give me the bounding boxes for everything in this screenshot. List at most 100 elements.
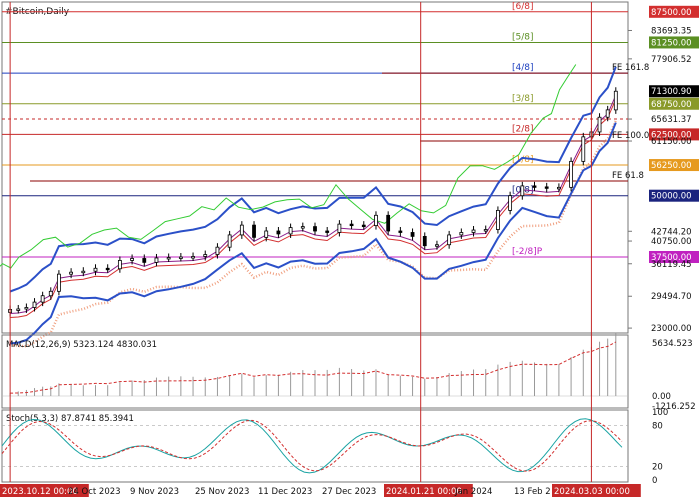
candle-body xyxy=(57,273,61,292)
y-tick-label: 29494.70 xyxy=(651,292,692,302)
y-tick-label: 40750.00 xyxy=(651,237,692,247)
macd-y-tick-label: -1216.252 xyxy=(652,402,696,412)
y-tick-label: 36119.45 xyxy=(651,260,692,270)
main-pane-frame xyxy=(1,1,629,334)
candle-body xyxy=(325,230,330,233)
y-tick-label: 87500.00 xyxy=(651,8,692,18)
candle-body xyxy=(483,229,488,232)
candle-body xyxy=(532,185,537,188)
candle-body xyxy=(40,295,45,303)
x-tick-label: 24 Oct 2023 xyxy=(68,487,121,497)
candle-body xyxy=(239,224,244,236)
candle-body xyxy=(191,256,195,259)
candle-body xyxy=(130,258,134,261)
x-tick-label: 13 Feb 2 xyxy=(514,487,551,497)
macd-y-tick-label: 5634.523 xyxy=(652,339,693,349)
fibo-level-label: FE 161.8 xyxy=(612,63,649,73)
macd-y-tick-label: 0.00 xyxy=(652,392,671,402)
macd-label: MACD(12,26,9) 5323.124 4830.031 xyxy=(6,340,157,350)
y-tick-label: 65631.37 xyxy=(651,115,692,125)
murray-level-label: [-2/8]P xyxy=(512,247,543,257)
price-tag-bg xyxy=(649,36,699,49)
y-tick-label: 81250.00 xyxy=(651,38,692,48)
candle-body xyxy=(471,229,476,233)
candle-body xyxy=(203,254,208,257)
x-tick-label: Jan 2024 xyxy=(454,487,492,497)
candle-body xyxy=(520,185,525,197)
x-tick-label: 2024.01.21 00:00 xyxy=(386,487,462,497)
x-tick-label: 9 Nov 2023 xyxy=(130,487,179,497)
lagging-span-line xyxy=(0,64,577,269)
y-tick-label: 42744.20 xyxy=(651,227,692,237)
x-event-tag-bg xyxy=(552,484,641,497)
murray-level-label: [3/8] xyxy=(512,94,534,104)
y-tick-label: 23000.00 xyxy=(651,324,692,334)
moving-average-line xyxy=(10,99,617,318)
murray-level-label: [2/8] xyxy=(512,124,534,134)
candle-body xyxy=(556,186,561,190)
candle-body xyxy=(48,290,53,297)
candle-body xyxy=(166,257,171,260)
stoch-label: Stoch(5,3,3) 87.8741 85.3941 xyxy=(6,414,134,424)
x-event-tag-bg xyxy=(0,484,89,497)
y-tick-label: 61150.00 xyxy=(651,137,692,147)
candle-body xyxy=(178,256,183,259)
candle-body xyxy=(215,246,220,255)
candle-body xyxy=(69,271,74,275)
candle-body xyxy=(613,90,618,111)
price-tag-bg xyxy=(649,5,699,18)
stoch-y-tick-label: 0 xyxy=(652,476,657,486)
stoch-y-tick-label: 80 xyxy=(652,422,663,432)
candle-body xyxy=(93,267,98,272)
candle-body xyxy=(410,232,415,237)
stoch-y-tick-label: 100 xyxy=(652,408,668,418)
candle-body xyxy=(16,308,21,311)
fibo-level-label: FE 100.0 xyxy=(612,131,649,141)
candle-body xyxy=(361,224,366,228)
candle-body xyxy=(81,270,86,274)
candle-body xyxy=(300,226,305,229)
candle-body xyxy=(142,258,147,263)
y-tick-label: 77906.52 xyxy=(651,55,692,65)
y-tick-label: 68750.00 xyxy=(651,100,692,110)
candle-body xyxy=(313,226,317,232)
candle-body xyxy=(508,195,513,211)
y-tick-label: 62500.00 xyxy=(651,130,692,140)
candle-body xyxy=(422,235,427,247)
candle-body xyxy=(447,234,452,246)
price-tag-bg xyxy=(649,85,699,98)
y-tick-label: 37500.00 xyxy=(651,253,692,263)
stoch-d-line xyxy=(1,419,623,472)
candle-body xyxy=(154,257,159,263)
candle-body xyxy=(398,230,403,233)
candle-body xyxy=(24,307,29,310)
x-tick-label: 2023.10.12 00:00 xyxy=(2,487,78,497)
murray-level-label: [6/8] xyxy=(512,2,534,12)
stoch-y-tick-label: 20 xyxy=(652,462,663,472)
candle-body xyxy=(597,116,602,133)
candle-body xyxy=(496,210,500,230)
y-tick-label: 56250.00 xyxy=(651,161,692,171)
candle-body xyxy=(32,301,37,308)
price-tag-bg xyxy=(649,189,699,202)
candle-body xyxy=(605,109,610,118)
murray-level-label: [4/8] xyxy=(512,63,534,73)
candle-body xyxy=(459,232,464,236)
price-tag-bg xyxy=(649,159,699,172)
candle-body xyxy=(581,136,586,162)
candle-body xyxy=(349,223,354,227)
murray-level-label: [1/8] xyxy=(512,155,534,165)
y-tick-label: 71300.90 xyxy=(651,87,692,97)
candle-body xyxy=(386,214,391,232)
candle-body xyxy=(276,230,281,235)
murray-level-label: [5/8] xyxy=(512,32,534,42)
bollinger-lower-band xyxy=(9,122,617,345)
candle-body xyxy=(435,244,439,247)
bollinger-upper-band xyxy=(9,66,617,293)
price-tag-bg xyxy=(649,97,699,110)
candle-body xyxy=(227,234,232,248)
macd-pane-frame xyxy=(1,334,629,409)
x-tick-label: 2024.03.03 00:00 xyxy=(554,487,630,497)
x-tick-label: 25 Nov 2023 xyxy=(195,487,249,497)
